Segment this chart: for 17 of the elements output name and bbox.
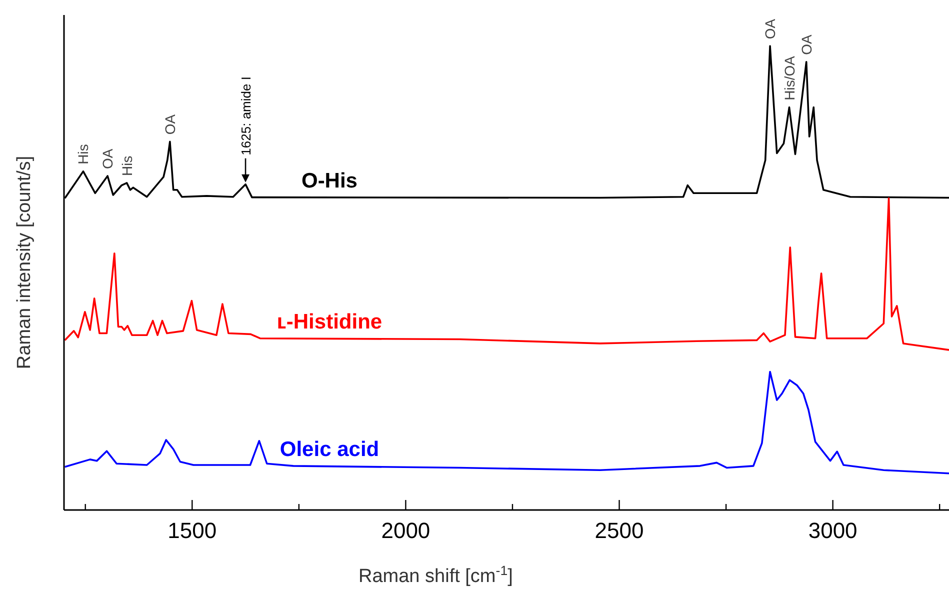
x-tick-label: 1500: [168, 518, 217, 543]
x-tick-label: 3000: [808, 518, 858, 543]
x-tick-label: 2000: [381, 518, 430, 543]
annotation: 1625: amide I: [238, 76, 254, 156]
annotation: His: [75, 144, 92, 164]
x-tick-label: 2500: [594, 518, 644, 543]
series-label: ʟ-Histidine: [276, 310, 382, 334]
annotation: OA: [162, 114, 178, 135]
series-label: O-His: [301, 169, 358, 192]
annotation: OA: [798, 34, 814, 55]
x-axis-title: Raman shift [cm$^{-1}$]: [358, 562, 513, 587]
annotation: His: [118, 156, 135, 176]
annotation: His/OA: [781, 55, 798, 100]
y-axis-title: Raman intensity [count/s]: [14, 156, 35, 370]
series-label: Oleic acid: [280, 438, 380, 461]
annotation: OA: [762, 18, 778, 40]
annotation: OA: [100, 148, 116, 169]
